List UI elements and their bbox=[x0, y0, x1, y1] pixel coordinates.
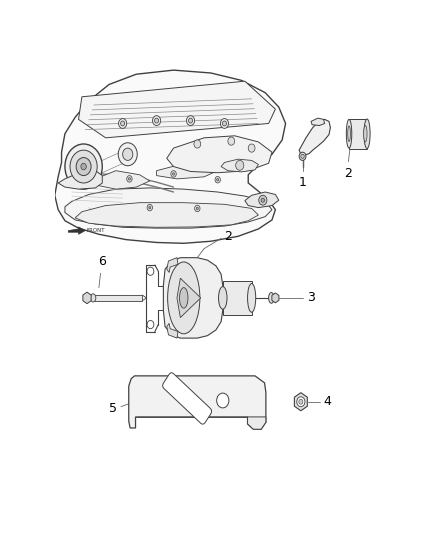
Circle shape bbox=[301, 154, 304, 158]
Polygon shape bbox=[311, 118, 325, 126]
FancyBboxPatch shape bbox=[93, 295, 142, 301]
Circle shape bbox=[127, 175, 132, 182]
Circle shape bbox=[248, 144, 255, 152]
Circle shape bbox=[228, 137, 235, 145]
FancyBboxPatch shape bbox=[349, 119, 367, 149]
Circle shape bbox=[123, 148, 133, 160]
Polygon shape bbox=[299, 119, 330, 155]
Circle shape bbox=[196, 207, 198, 209]
Polygon shape bbox=[58, 171, 102, 189]
Ellipse shape bbox=[346, 119, 352, 148]
Polygon shape bbox=[294, 393, 307, 411]
Circle shape bbox=[147, 320, 154, 329]
Circle shape bbox=[171, 171, 176, 177]
Polygon shape bbox=[156, 165, 218, 179]
Polygon shape bbox=[221, 159, 258, 172]
Ellipse shape bbox=[268, 293, 274, 303]
Circle shape bbox=[152, 116, 161, 125]
Circle shape bbox=[188, 118, 193, 123]
Circle shape bbox=[220, 118, 229, 128]
Circle shape bbox=[299, 152, 306, 160]
Text: 1: 1 bbox=[299, 175, 307, 189]
Ellipse shape bbox=[219, 287, 227, 309]
Circle shape bbox=[119, 118, 127, 128]
Polygon shape bbox=[247, 417, 266, 429]
Circle shape bbox=[76, 158, 91, 175]
FancyBboxPatch shape bbox=[162, 373, 212, 424]
Circle shape bbox=[65, 144, 102, 189]
Polygon shape bbox=[83, 292, 91, 304]
Circle shape bbox=[223, 121, 226, 126]
Text: 2: 2 bbox=[224, 230, 232, 243]
Ellipse shape bbox=[348, 126, 350, 142]
Circle shape bbox=[297, 397, 305, 407]
Ellipse shape bbox=[90, 294, 96, 302]
Text: 3: 3 bbox=[307, 292, 314, 304]
Circle shape bbox=[194, 140, 201, 148]
Ellipse shape bbox=[364, 126, 367, 142]
Circle shape bbox=[147, 267, 154, 276]
Circle shape bbox=[81, 163, 86, 170]
Circle shape bbox=[128, 177, 131, 180]
Text: 5: 5 bbox=[109, 402, 117, 415]
Circle shape bbox=[194, 205, 200, 212]
Polygon shape bbox=[245, 192, 279, 207]
Polygon shape bbox=[129, 376, 266, 429]
Circle shape bbox=[70, 150, 97, 183]
Circle shape bbox=[149, 206, 151, 209]
Circle shape bbox=[173, 173, 175, 175]
Text: 2: 2 bbox=[344, 166, 352, 180]
Ellipse shape bbox=[364, 119, 370, 149]
Polygon shape bbox=[167, 257, 178, 272]
Polygon shape bbox=[75, 203, 258, 227]
Polygon shape bbox=[177, 278, 201, 318]
Polygon shape bbox=[95, 171, 150, 189]
Circle shape bbox=[236, 160, 244, 170]
Polygon shape bbox=[167, 136, 272, 173]
Polygon shape bbox=[65, 188, 272, 228]
Circle shape bbox=[147, 204, 152, 211]
Ellipse shape bbox=[180, 288, 188, 308]
Text: FRONT: FRONT bbox=[87, 228, 106, 233]
Text: 6: 6 bbox=[99, 255, 106, 268]
Text: 4: 4 bbox=[323, 395, 331, 408]
Ellipse shape bbox=[168, 262, 200, 334]
Circle shape bbox=[261, 198, 265, 202]
Circle shape bbox=[215, 176, 220, 183]
FancyBboxPatch shape bbox=[223, 281, 251, 315]
Circle shape bbox=[299, 399, 303, 404]
Circle shape bbox=[118, 143, 137, 166]
Ellipse shape bbox=[247, 284, 256, 312]
Polygon shape bbox=[68, 227, 85, 235]
Circle shape bbox=[155, 118, 159, 123]
Polygon shape bbox=[272, 293, 279, 303]
Polygon shape bbox=[163, 257, 223, 338]
Circle shape bbox=[187, 116, 194, 125]
Circle shape bbox=[217, 393, 229, 408]
Polygon shape bbox=[167, 324, 178, 338]
Circle shape bbox=[120, 121, 125, 126]
Circle shape bbox=[259, 195, 267, 205]
Circle shape bbox=[217, 179, 219, 181]
Polygon shape bbox=[55, 70, 286, 243]
Polygon shape bbox=[78, 81, 276, 138]
